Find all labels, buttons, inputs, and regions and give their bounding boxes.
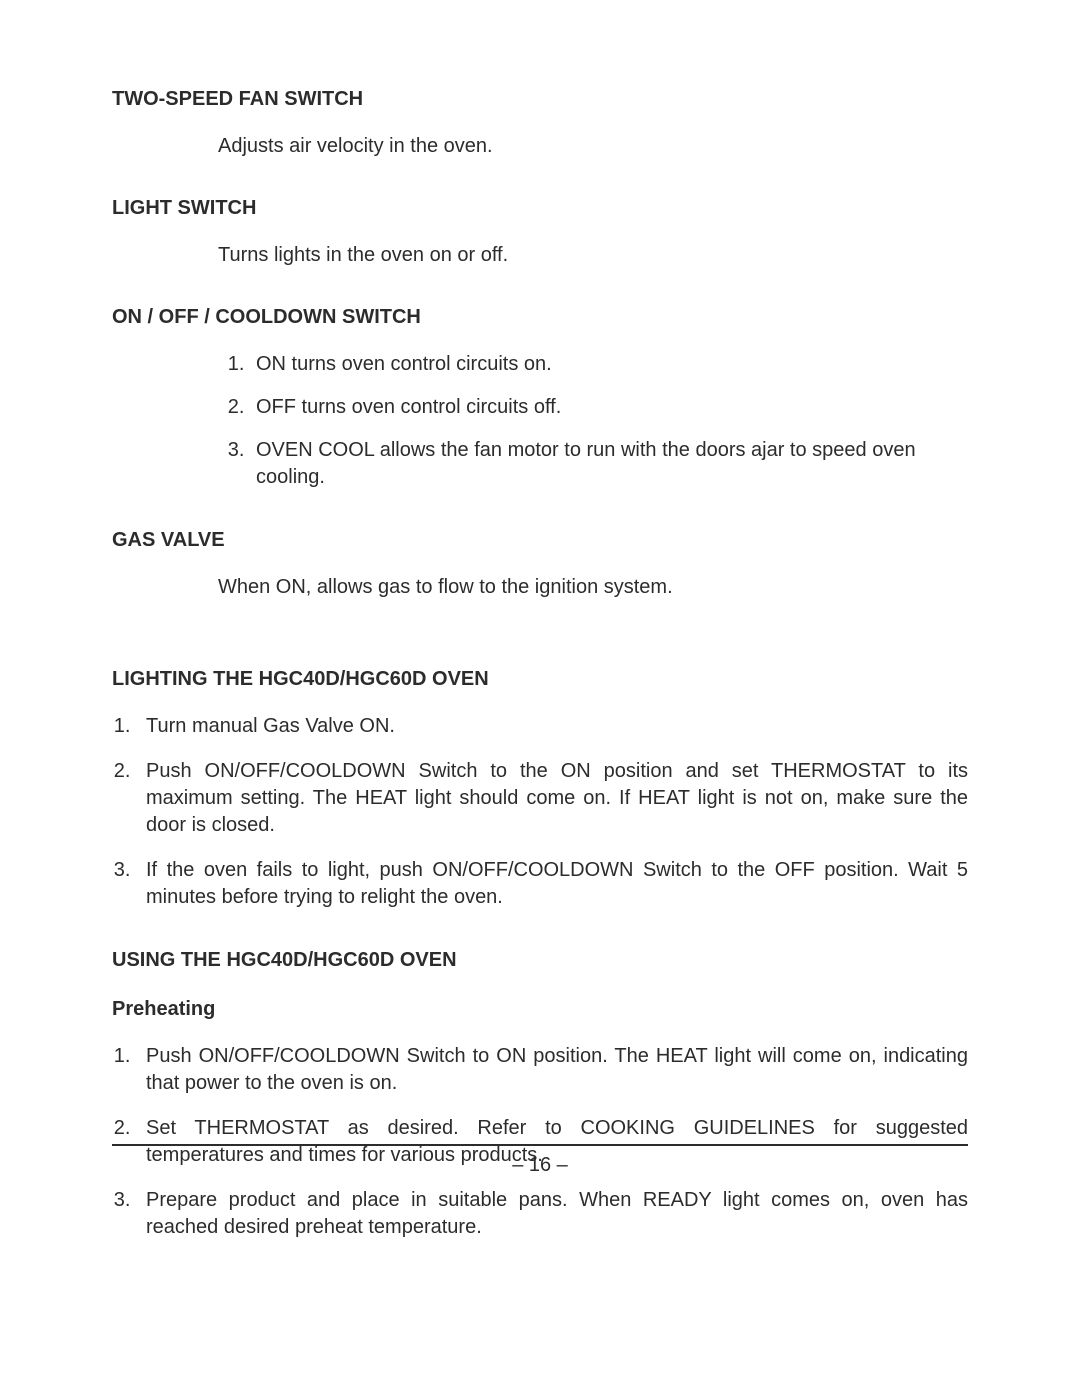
list-item: OFF turns oven control circuits off.	[250, 394, 968, 421]
section-on-off-cooldown: ON / OFF / COOLDOWN SWITCH ON turns oven…	[112, 306, 968, 491]
list-item: Turn manual Gas Valve ON.	[136, 713, 968, 740]
section-using-oven: USING THE HGC40D/HGC60D OVEN Preheating …	[112, 949, 968, 1241]
section-lighting-oven: LIGHTING THE HGC40D/HGC60D OVEN Turn man…	[112, 668, 968, 911]
document-page: TWO-SPEED FAN SWITCH Adjusts air velocit…	[0, 0, 1080, 1397]
ordered-list: Turn manual Gas Valve ON. Push ON/OFF/CO…	[112, 713, 968, 911]
heading: USING THE HGC40D/HGC60D OVEN	[112, 949, 968, 972]
body-text: Turns lights in the oven on or off.	[218, 242, 968, 268]
heading: LIGHTING THE HGC40D/HGC60D OVEN	[112, 668, 968, 691]
section-two-speed-fan-switch: TWO-SPEED FAN SWITCH Adjusts air velocit…	[112, 88, 968, 159]
section-light-switch: LIGHT SWITCH Turns lights in the oven on…	[112, 197, 968, 268]
heading: LIGHT SWITCH	[112, 197, 968, 220]
section-gas-valve: GAS VALVE When ON, allows gas to flow to…	[112, 529, 968, 600]
ordered-list: Push ON/OFF/COOLDOWN Switch to ON positi…	[112, 1043, 968, 1241]
list-item: OVEN COOL allows the fan motor to run wi…	[250, 437, 968, 491]
page-footer: – 16 –	[112, 1144, 968, 1177]
body-text: When ON, allows gas to flow to the ignit…	[218, 574, 968, 600]
heading: GAS VALVE	[112, 529, 968, 552]
list-item: If the oven fails to light, push ON/OFF/…	[136, 857, 968, 911]
subheading: Preheating	[112, 998, 968, 1021]
ordered-list: ON turns oven control circuits on. OFF t…	[218, 351, 968, 491]
list-item: Push ON/OFF/COOLDOWN Switch to ON positi…	[136, 1043, 968, 1097]
list-item: Push ON/OFF/COOLDOWN Switch to the ON po…	[136, 758, 968, 839]
body-text: Adjusts air velocity in the oven.	[218, 133, 968, 159]
list-item: ON turns oven control circuits on.	[250, 351, 968, 378]
list-item: Prepare product and place in suitable pa…	[136, 1187, 968, 1241]
heading: TWO-SPEED FAN SWITCH	[112, 88, 968, 111]
page-number: – 16 –	[112, 1154, 968, 1177]
heading: ON / OFF / COOLDOWN SWITCH	[112, 306, 968, 329]
footer-rule	[112, 1144, 968, 1146]
